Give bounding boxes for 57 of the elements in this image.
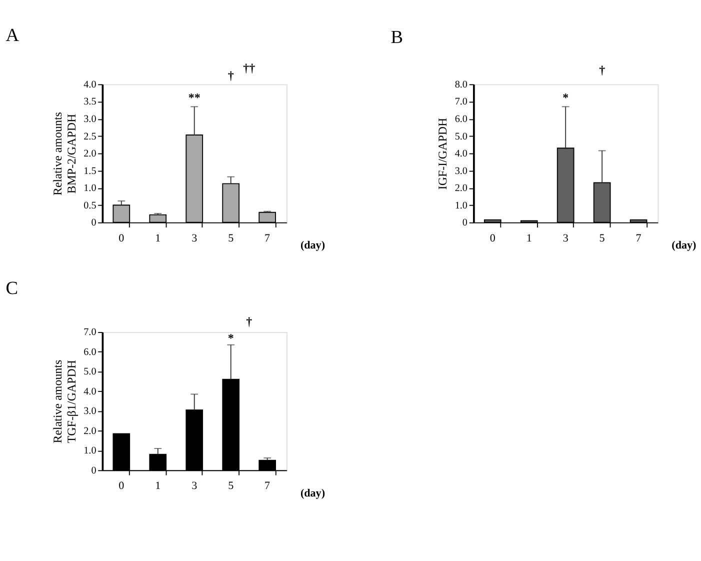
text: †† [243,61,256,76]
y-tick-label: 1.0 [84,183,96,194]
y-tick-label: 8.0 [454,79,468,90]
y-tick-label: 0 [91,465,96,476]
x-tick-label: 1 [155,480,161,492]
x-tick-label: 5 [228,480,234,492]
y-tick-label: 2.0 [84,148,96,160]
y-tick-label: 2.0 [454,183,468,194]
y-tick-label: 2.5 [84,131,96,142]
y-axis-title: IGF-I/GAPDH [436,118,450,190]
y-tick-label: 3.5 [84,96,96,108]
y-axis-title: Relative amounts BMP-2/GAPDH [50,112,78,196]
y-tick-label: 1.0 [454,200,468,212]
y-axis-title: Relative amounts TGF-β1/GAPDH [50,360,78,444]
y-tick-label: 1.5 [84,166,96,177]
y-tick-label: 3.0 [454,166,468,177]
text: † [246,314,252,329]
chart-title: A [6,24,20,45]
x-tick-label: 1 [526,232,532,244]
x-tick-label: 3 [562,232,569,244]
x-tick-label: 7 [264,232,271,244]
y-tick-label: 0.5 [84,200,96,212]
annotation: * [228,331,234,346]
y-tick-label: 5.0 [454,131,468,142]
y-tick-label: 5.0 [84,366,96,378]
chart-title: C [6,278,18,298]
x-tick-label: 5 [599,232,606,244]
x-tick-label: 3 [192,232,198,244]
y-tick-label: 0 [91,218,96,229]
annotation: ** [188,90,200,105]
y-tick-label: 6.0 [454,114,468,125]
x-tick-label: 0 [118,232,125,244]
chart-title: B [390,26,404,47]
text: † [228,68,234,83]
x-axis-title: (day) [300,240,326,252]
x-tick-label: 3 [192,480,198,492]
y-tick-label: 3.0 [84,406,96,418]
x-axis-title: (day) [672,240,697,252]
x-tick-label: 0 [490,232,496,244]
y-tick-label: 3.0 [84,114,96,125]
x-axis-title: (day) [300,487,326,500]
annotation: * [562,90,569,105]
y-tick-label: 4.0 [454,148,468,160]
y-tick-label: 7.0 [454,96,468,108]
y-tick-label: 4.0 [84,79,96,90]
x-tick-label: 1 [155,232,161,244]
text: † [599,63,606,78]
y-tick-label: 6.0 [84,346,96,358]
x-tick-label: 7 [636,232,642,244]
y-tick-label: 7.0 [84,327,96,338]
y-tick-label: 1.0 [84,446,96,457]
y-tick-label: 2.0 [84,426,96,437]
y-tick-label: 4.0 [84,386,96,398]
x-tick-label: 5 [228,232,234,244]
x-tick-label: 0 [118,480,125,492]
y-tick-label: 0 [462,218,468,229]
x-tick-label: 7 [264,480,271,492]
